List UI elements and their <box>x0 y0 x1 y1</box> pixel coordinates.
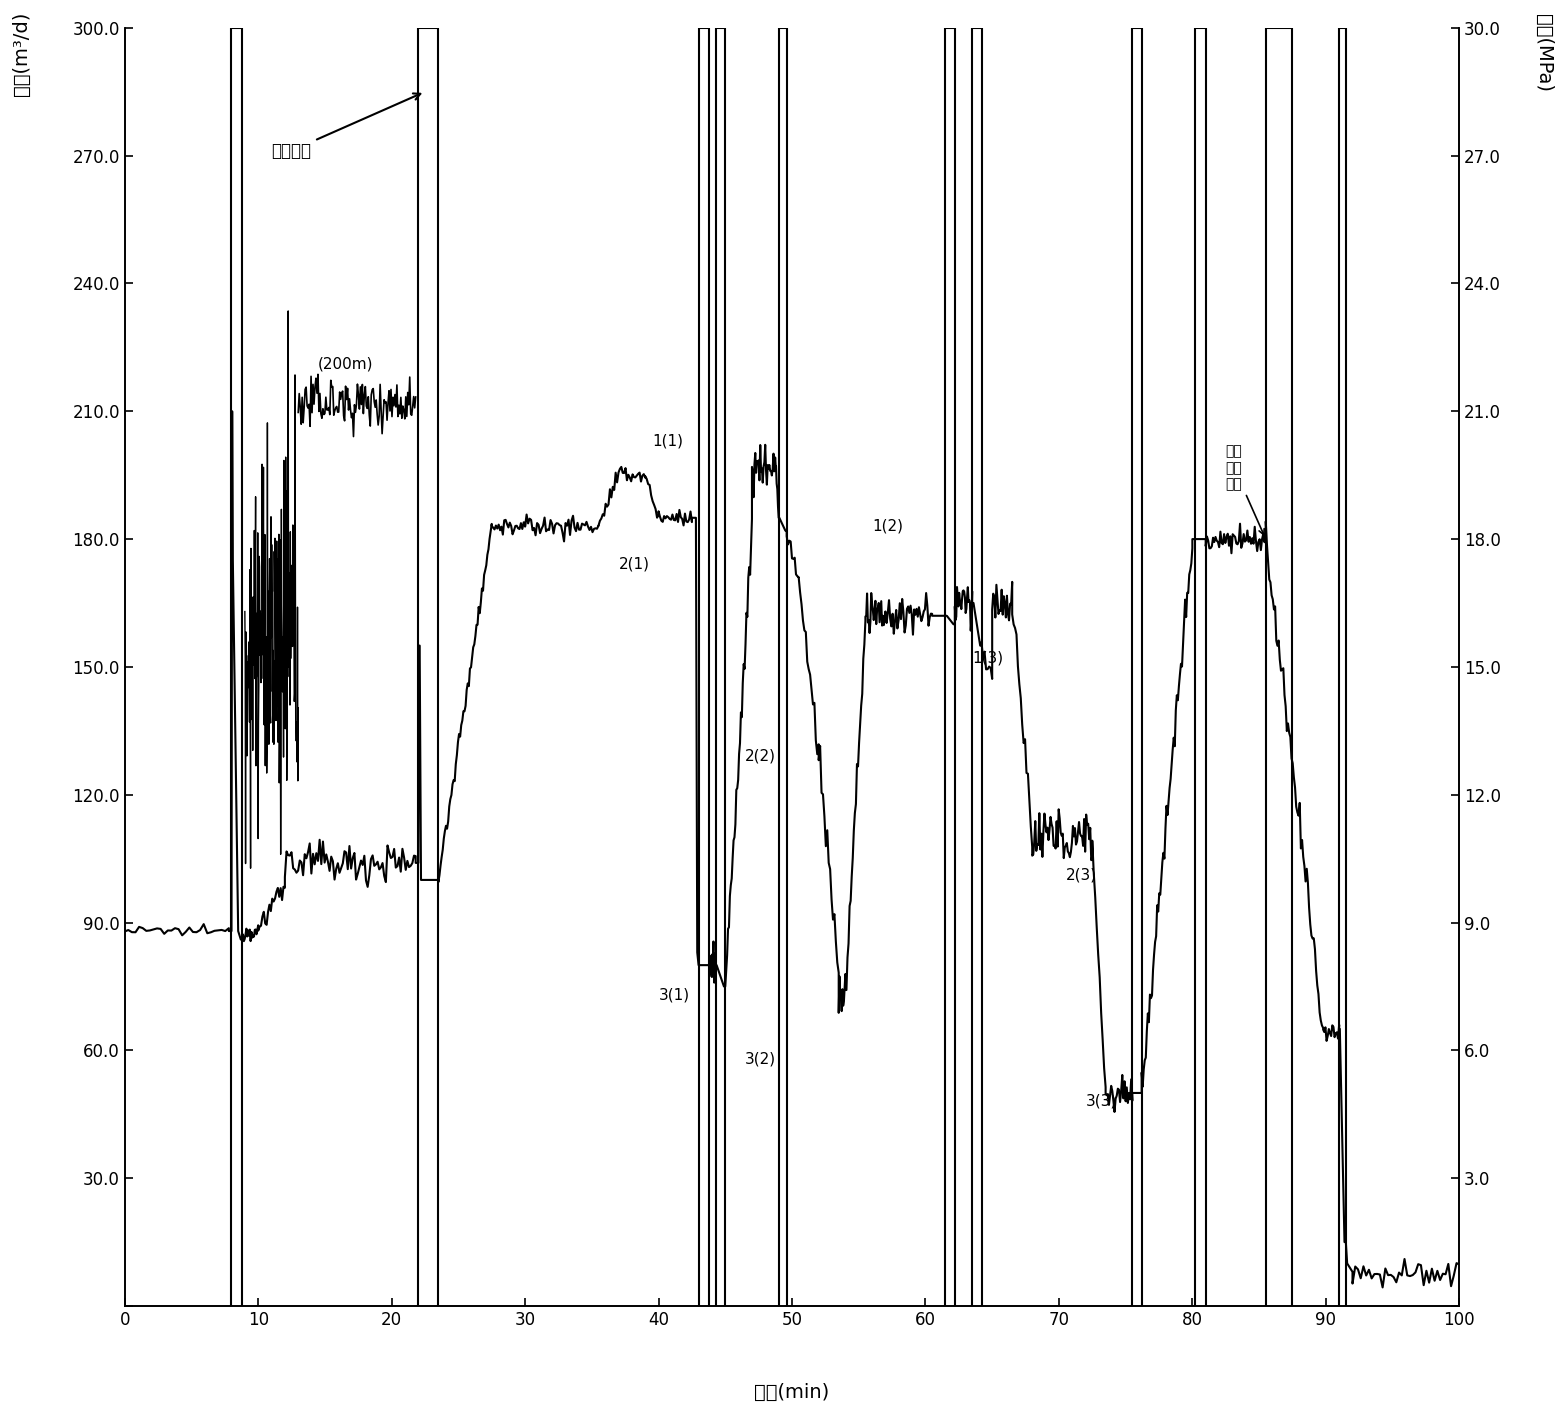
Y-axis label: 流量(m³/d): 流量(m³/d) <box>13 11 31 96</box>
Text: 2(2): 2(2) <box>745 749 776 763</box>
Text: 3(2): 3(2) <box>745 1051 776 1067</box>
Text: 流量
计下
行器: 流量 计下 行器 <box>1225 444 1265 535</box>
Y-axis label: 压力(MPa): 压力(MPa) <box>1534 14 1552 92</box>
Text: 1(3): 1(3) <box>972 650 1003 666</box>
Text: 2(3): 2(3) <box>1066 868 1097 883</box>
Text: 1(1): 1(1) <box>653 433 682 449</box>
Text: (200m): (200m) <box>318 357 374 371</box>
X-axis label: 时间(min): 时间(min) <box>754 1383 829 1401</box>
Text: 1(2): 1(2) <box>872 519 903 533</box>
Text: 3(3): 3(3) <box>1086 1094 1117 1109</box>
Text: 流量曲线: 流量曲线 <box>272 93 421 159</box>
Text: 2(1): 2(1) <box>618 557 649 571</box>
Text: 3(1): 3(1) <box>659 988 690 1002</box>
